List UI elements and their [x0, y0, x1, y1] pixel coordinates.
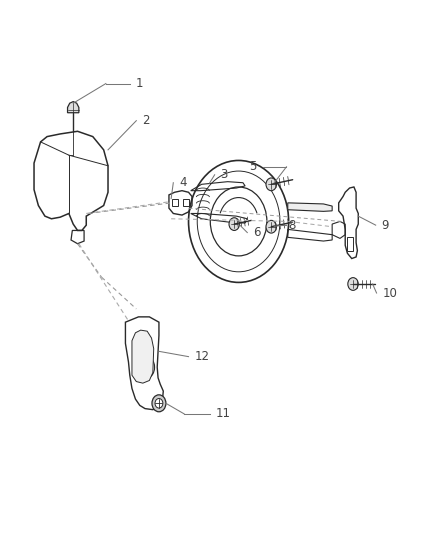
Circle shape: [229, 217, 240, 230]
Circle shape: [155, 399, 163, 408]
Text: 1: 1: [135, 77, 143, 90]
Circle shape: [152, 395, 166, 412]
Polygon shape: [346, 237, 353, 251]
Circle shape: [348, 278, 358, 290]
Text: 3: 3: [220, 168, 228, 181]
Text: 8: 8: [288, 219, 295, 232]
Text: 11: 11: [216, 407, 231, 421]
Polygon shape: [67, 102, 79, 113]
Circle shape: [266, 178, 276, 191]
Text: 10: 10: [382, 287, 397, 300]
Text: 4: 4: [179, 176, 187, 189]
Text: 2: 2: [142, 114, 149, 127]
Text: 6: 6: [253, 226, 261, 239]
Circle shape: [135, 356, 155, 379]
Text: 9: 9: [381, 219, 389, 232]
Circle shape: [139, 334, 151, 349]
Circle shape: [266, 220, 276, 233]
Text: 5: 5: [250, 160, 257, 173]
Circle shape: [140, 361, 150, 374]
Polygon shape: [288, 203, 332, 212]
Text: 12: 12: [194, 350, 209, 363]
Polygon shape: [132, 330, 154, 383]
